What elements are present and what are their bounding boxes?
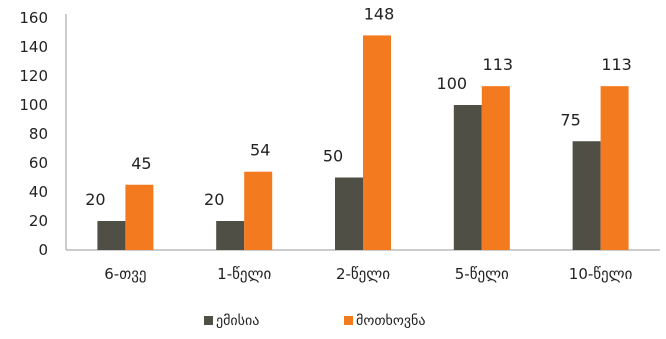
data-label: 113 [601,55,632,74]
y-tick-label: 120 [19,67,48,85]
data-labels: 20 45 20 54 50 148 100 113 75 113 [85,4,632,209]
data-label: 20 [85,190,105,209]
legend-label: მოთხოვნა [356,313,425,329]
data-label: 113 [483,55,514,74]
legend-label: ემისია [216,313,259,329]
x-tick-label: 5-წელი [455,265,509,283]
bar-demand [363,35,391,251]
y-tick-label: 100 [19,96,48,114]
y-tick-label: 0 [38,241,48,259]
legend-swatch [344,316,353,325]
data-label: 45 [131,154,151,173]
x-tick-label: 10-წელი [569,265,633,283]
bar-emission [453,105,482,250]
x-tick-label: 6-თვე [104,265,146,283]
x-tick-label: 1-წელი [217,265,271,283]
bar-demand [125,184,154,250]
bar-emission [335,177,363,250]
legend: ემისია მოთხოვნა [204,313,425,329]
y-axis-ticks: 0 20 40 60 80 100 120 140 160 [19,9,48,259]
y-tick-label: 160 [19,9,48,27]
data-label: 100 [437,74,468,93]
bars [97,35,629,251]
y-tick-label: 140 [19,38,48,56]
y-tick-label: 40 [29,183,48,201]
data-label: 148 [364,4,395,23]
bar-emission [216,221,245,250]
bar-demand [600,86,629,251]
bar-emission [572,141,601,250]
data-label: 75 [560,110,580,129]
bar-emission [97,221,126,250]
data-label: 54 [250,141,270,160]
data-label: 50 [323,147,343,166]
bar-demand [481,86,510,251]
y-tick-label: 80 [29,125,48,143]
bar-demand [244,171,273,250]
x-axis-labels: 6-თვე 1-წელი 2-წელი 5-წელი 10-წელი [104,265,632,283]
x-tick-label: 2-წელი [336,265,390,283]
legend-swatch [204,316,213,325]
y-tick-label: 60 [29,154,48,172]
data-label: 20 [204,190,224,209]
y-tick-label: 20 [29,212,48,230]
